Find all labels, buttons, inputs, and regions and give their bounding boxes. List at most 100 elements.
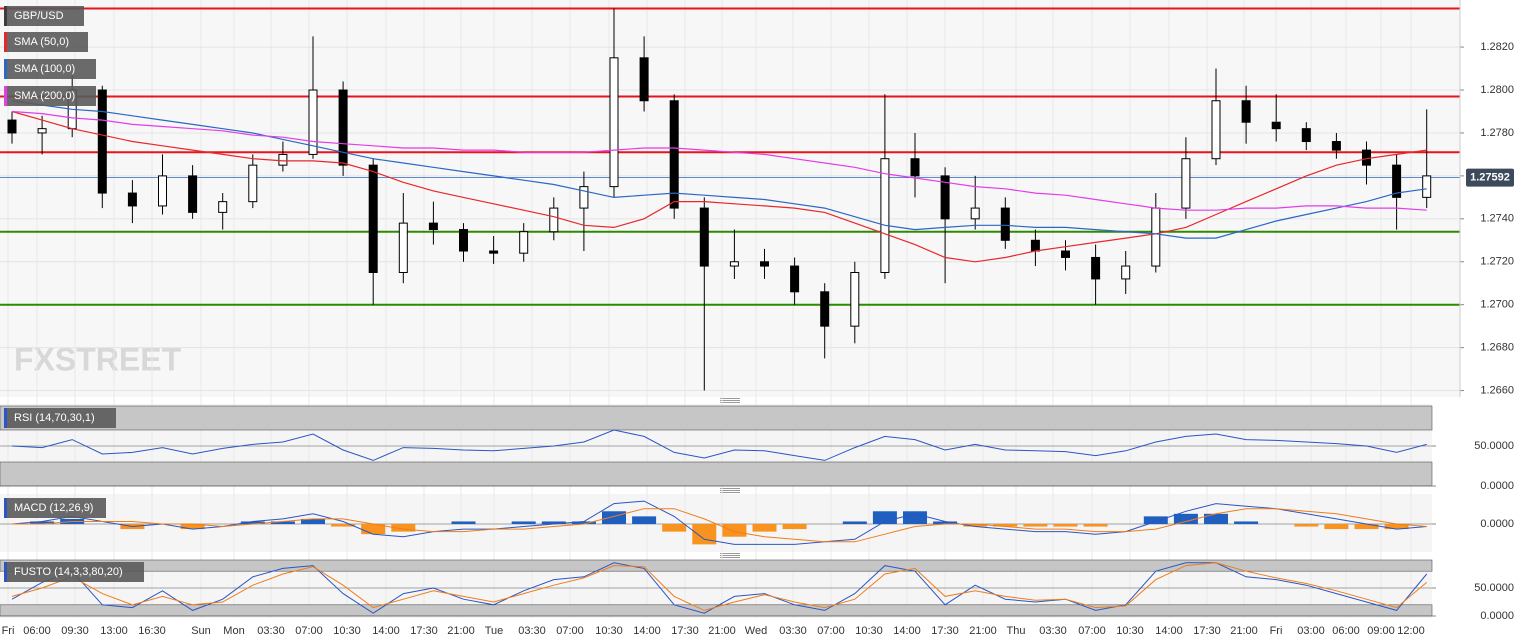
- legend-label: SMA (50,0): [14, 36, 69, 48]
- histogram-bar: [270, 521, 295, 524]
- histogram-bar: [1143, 516, 1168, 524]
- histogram-bar: [963, 524, 988, 527]
- x-tick-label: 03:30: [779, 625, 807, 637]
- histogram-bar: [842, 521, 867, 524]
- indicator-line: [11, 562, 1428, 614]
- x-tick-label: 09:30: [61, 625, 89, 637]
- x-tick-label: 21:00: [708, 625, 736, 637]
- histogram-bar: [933, 521, 958, 524]
- legend-box: [4, 498, 106, 518]
- x-tick-label: 06:00: [23, 625, 51, 637]
- legend-swatch: [4, 32, 7, 52]
- legend-swatch: [4, 408, 7, 428]
- y-tick-label: 1.2720: [1480, 256, 1514, 268]
- x-tick-label: 21:00: [447, 625, 475, 637]
- sma-line: [11, 110, 1427, 211]
- histogram-bar: [1234, 521, 1259, 524]
- histogram-bar: [1204, 513, 1228, 524]
- x-tick-label: 14:00: [1155, 625, 1183, 637]
- histogram-bar: [541, 521, 566, 524]
- histogram-bar: [301, 518, 325, 524]
- y-tick-label: 50.0000: [1474, 582, 1514, 594]
- candle-body: [940, 175, 950, 220]
- sma-line: [11, 110, 1427, 263]
- x-tick-label: 03:30: [518, 625, 546, 637]
- x-tick-label: 10:30: [595, 625, 623, 637]
- legend-swatch: [4, 59, 7, 79]
- y-tick-label: 0.0000: [1480, 610, 1514, 622]
- x-tick-label: Fri: [1270, 625, 1283, 637]
- histogram-bar: [1384, 524, 1409, 530]
- candle-body: [368, 164, 378, 273]
- x-tick-label: 17:30: [931, 625, 959, 637]
- candle-body: [850, 271, 860, 327]
- histogram-bar: [1173, 513, 1198, 524]
- histogram-bar: [1354, 524, 1379, 530]
- x-tick-label: 03:00: [1297, 625, 1325, 637]
- legend-label: RSI (14,70,30,1): [14, 412, 95, 424]
- histogram-bar: [331, 524, 356, 527]
- histogram-bar: [782, 524, 807, 530]
- y-tick-label: 1.2820: [1480, 41, 1514, 53]
- x-tick-label: Mon: [223, 625, 244, 637]
- legend-swatch: [4, 86, 7, 106]
- sma-line: [11, 100, 1427, 239]
- zone: [0, 559, 1433, 572]
- candle-body: [970, 207, 980, 220]
- y-tick-label: 1.2740: [1480, 213, 1514, 225]
- histogram-bar: [1294, 524, 1319, 527]
- histogram-bar: [451, 521, 476, 524]
- candle-body: [1121, 265, 1131, 280]
- candle-body: [127, 192, 137, 207]
- candle-body: [609, 57, 619, 188]
- legend-swatch: [4, 498, 7, 518]
- x-tick-label: 07:00: [556, 625, 584, 637]
- legend-box: [4, 59, 96, 79]
- histogram-bar: [240, 521, 265, 524]
- candle-body: [188, 175, 198, 213]
- candle-body: [820, 291, 830, 327]
- candle-body: [579, 186, 589, 209]
- candle-body: [7, 119, 17, 134]
- candle-body: [1030, 239, 1040, 252]
- x-tick-label: Fri: [2, 625, 15, 637]
- y-tick-label: 1.2680: [1480, 342, 1514, 354]
- legend-label: FUSTO (14,3,3,80,20): [14, 566, 123, 578]
- histogram-bar: [632, 516, 657, 524]
- indicator-line: [11, 562, 1428, 611]
- histogram-bar: [511, 521, 536, 524]
- zone: [0, 405, 1433, 431]
- candle-body: [1241, 100, 1251, 123]
- x-tick-label: 06:00: [1332, 625, 1360, 637]
- candle-body: [880, 158, 890, 273]
- x-tick-label: 03:30: [257, 625, 285, 637]
- candle-body: [278, 153, 288, 166]
- candle-body: [1331, 141, 1341, 151]
- x-tick-label: 21:00: [1230, 625, 1258, 637]
- histogram-bar: [692, 524, 717, 545]
- indicator-line: [12, 508, 1427, 543]
- histogram-bar: [903, 511, 927, 524]
- candle-body: [398, 222, 408, 273]
- candle-body: [1422, 175, 1432, 198]
- x-tick-label: 16:30: [138, 625, 166, 637]
- x-tick-label: 10:30: [1116, 625, 1144, 637]
- last-price-tag: [1466, 168, 1514, 187]
- candle-body: [308, 89, 318, 155]
- y-tick-label: 50.0000: [1474, 440, 1514, 452]
- candle-body: [1061, 250, 1070, 258]
- candle-body: [669, 100, 679, 209]
- candle-body: [639, 57, 649, 102]
- candle-body: [519, 231, 529, 254]
- x-tick-label: 07:00: [295, 625, 323, 637]
- last-price-label: 1.27592: [1470, 172, 1510, 184]
- x-tick-label: 17:30: [410, 625, 438, 637]
- candle-body: [248, 164, 258, 203]
- histogram-bar: [1023, 524, 1048, 527]
- candle-body: [1181, 158, 1191, 209]
- candle-body: [97, 89, 107, 194]
- candle-body: [1392, 164, 1402, 198]
- indicator-line: [11, 500, 1427, 545]
- candle-body: [158, 175, 167, 207]
- legend-box: [4, 86, 96, 106]
